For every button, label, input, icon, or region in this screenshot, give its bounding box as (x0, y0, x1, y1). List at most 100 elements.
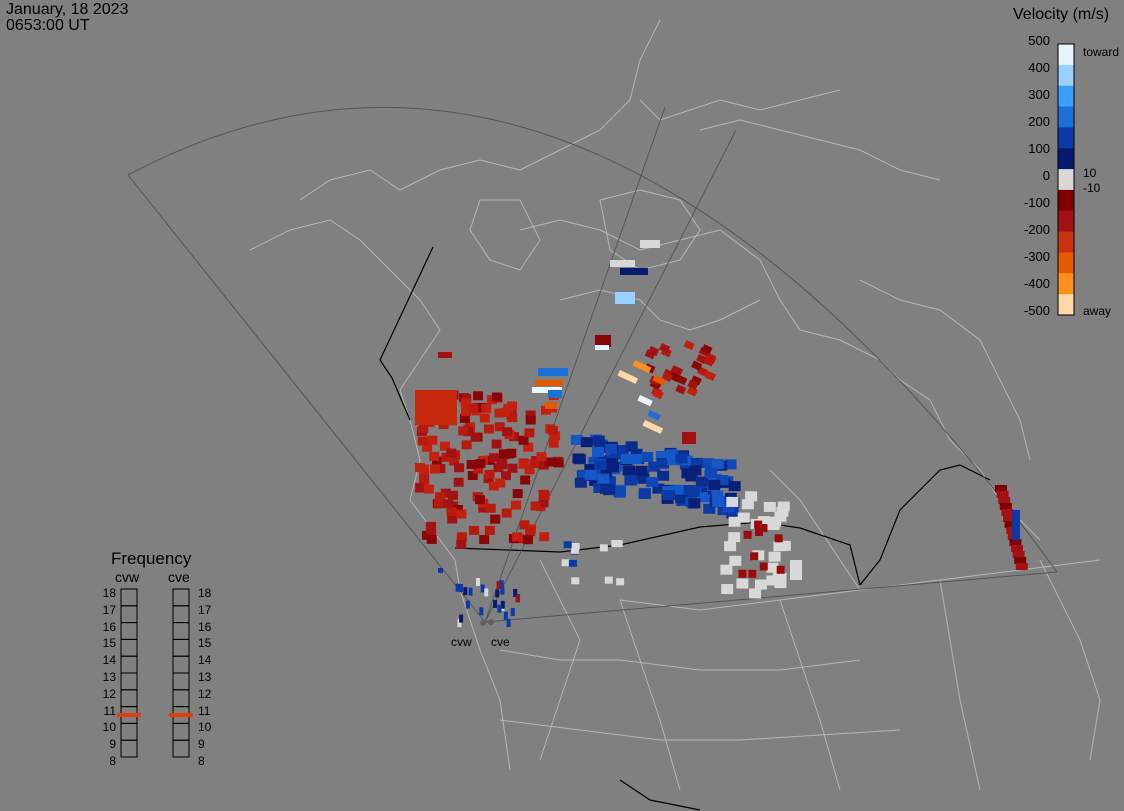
velocity-cell (435, 492, 446, 502)
velocity-cell (465, 600, 470, 609)
velocity-cell (999, 503, 1012, 510)
velocity-cell (483, 424, 494, 434)
velocity-cell (494, 422, 505, 432)
velocity-cell (479, 535, 490, 545)
velocity-cell (455, 583, 460, 592)
velocity-cell (435, 464, 446, 474)
velocity-cell (646, 477, 659, 488)
frequency-cell (120, 605, 138, 624)
velocity-cell (507, 413, 518, 423)
velocity-cell (630, 448, 643, 459)
velocity-cell (512, 489, 523, 499)
velocity-cell (635, 465, 648, 476)
velocity-cell (722, 502, 735, 513)
velocity-cell (728, 516, 741, 527)
velocity-cell (658, 343, 671, 354)
frequency-cell (120, 722, 138, 741)
frequency-cell (172, 739, 190, 758)
velocity-cell (704, 370, 716, 382)
velocity-cell (766, 575, 779, 586)
velocity-cell (463, 587, 468, 596)
frequency-level-label: 9 (109, 737, 116, 752)
velocity-cell (703, 503, 716, 514)
velocity-cell (588, 456, 601, 467)
velocity-cell (495, 478, 506, 488)
frequency-level-label: 13 (198, 670, 212, 684)
velocity-cell (637, 395, 653, 407)
velocity-cell (648, 461, 661, 472)
velocity-cell (1012, 551, 1025, 558)
velocity-cell (415, 482, 426, 492)
velocity-cell (429, 464, 440, 474)
colorbar-segment (1058, 169, 1074, 191)
velocity-cell (640, 240, 660, 248)
velocity-cell (711, 490, 724, 501)
velocity-cell (532, 387, 562, 393)
velocity-cell (456, 532, 467, 542)
velocity-cell (479, 607, 484, 616)
velocity-cell (656, 458, 669, 469)
velocity-cell (446, 507, 457, 517)
velocity-cell (446, 448, 457, 458)
velocity-cell (493, 599, 498, 608)
velocity-cell (422, 442, 433, 452)
velocity-cell (610, 260, 635, 267)
velocity-cell (701, 344, 713, 355)
velocity-cell (417, 436, 428, 446)
velocity-cell (768, 551, 781, 562)
velocity-tick-label: -500 (1023, 303, 1050, 318)
colorbar-segment (1058, 252, 1074, 274)
velocity-cell (774, 511, 787, 522)
velocity-cell (500, 600, 505, 609)
velocity-cell (616, 578, 625, 586)
velocity-cell (652, 483, 665, 494)
velocity-cell (568, 559, 577, 567)
velocity-cell (497, 604, 502, 613)
velocity-cell (584, 464, 597, 475)
velocity-cell (548, 438, 559, 448)
frequency-level-label: 8 (198, 754, 205, 768)
velocity-cell (571, 542, 580, 550)
velocity-cell (604, 443, 617, 454)
velocity-cell (459, 584, 464, 593)
velocity-cell (675, 453, 688, 464)
velocity-cell (748, 569, 757, 578)
velocity-cell (737, 512, 750, 523)
velocity-cell (447, 490, 458, 500)
velocity-cell (563, 541, 572, 549)
colorbar-segment (1058, 44, 1074, 66)
velocity-cell (570, 434, 583, 445)
velocity-cell (638, 488, 651, 499)
frequency-level-label: 11 (198, 703, 211, 718)
velocity-cell (571, 577, 580, 585)
velocity-cell (429, 451, 440, 461)
velocity-cell (712, 497, 725, 508)
velocity-cell (473, 391, 484, 401)
velocity-cell (1014, 557, 1027, 564)
frequency-level-label: 14 (198, 653, 212, 668)
velocity-cell (495, 589, 500, 598)
velocity-cell (641, 451, 654, 462)
velocity-cell (469, 525, 480, 535)
velocity-cell (604, 576, 613, 584)
velocity-cell (675, 384, 687, 395)
velocity-tick-label: 500 (1028, 33, 1050, 48)
velocity-title: Velocity (m/s) (1013, 6, 1110, 23)
colorbar-segment (1058, 148, 1074, 170)
frequency-marker-cve (169, 713, 193, 717)
velocity-cell (500, 471, 511, 481)
time-label: 0653:00 UT (6, 17, 90, 34)
frequency-level-label: 8 (109, 754, 116, 768)
velocity-cell (481, 403, 492, 413)
velocity-cell (728, 481, 741, 492)
frequency-cell (172, 722, 190, 741)
velocity-cell (721, 584, 734, 595)
velocity-cell (561, 559, 570, 567)
velocity-cell (519, 520, 530, 530)
velocity-cell (708, 479, 721, 490)
radar-site-cvw (480, 620, 486, 626)
velocity-cell (599, 467, 612, 478)
velocity-cell (724, 459, 737, 470)
frequency-cell (120, 622, 138, 640)
